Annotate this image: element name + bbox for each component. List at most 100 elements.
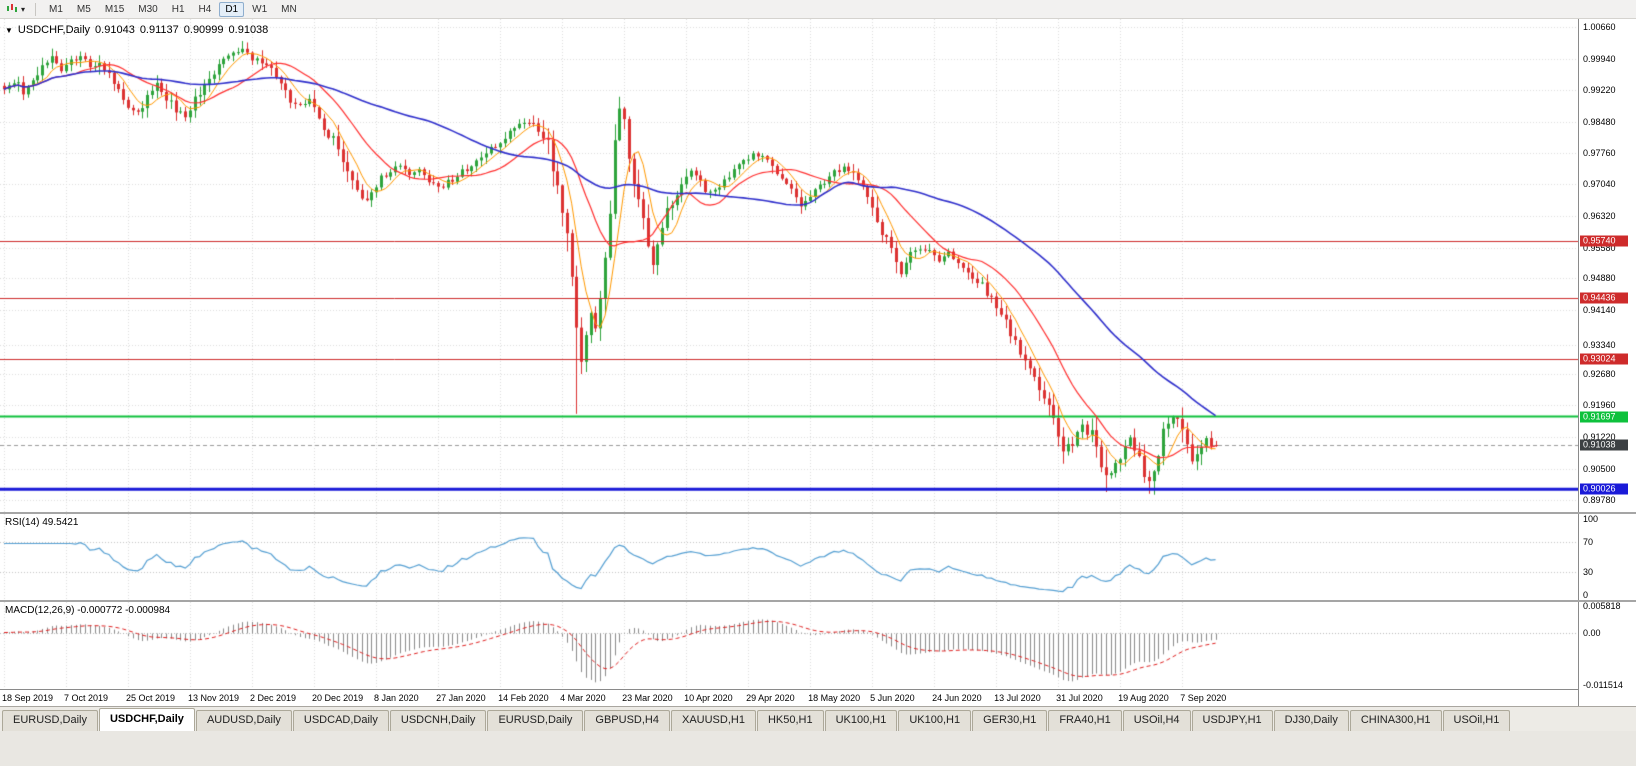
- price-chart-canvas[interactable]: [0, 19, 1578, 512]
- chart-tab-uk100-h1[interactable]: UK100,H1: [898, 710, 972, 731]
- time-axis-label: 13 Jul 2020: [994, 693, 1041, 703]
- macd-indicator-canvas[interactable]: [0, 602, 1578, 689]
- chart-tab-xauusd-h1[interactable]: XAUUSD,H1: [670, 710, 756, 731]
- time-axis-label: 24 Jun 2020: [932, 693, 982, 703]
- time-axis-label: 20 Dec 2019: [312, 693, 364, 703]
- time-axis-label: 10 Apr 2020: [684, 693, 733, 703]
- toolbar-separator: [35, 2, 37, 16]
- chart-symbol-label: USDCHF,Daily: [17, 24, 91, 36]
- rsi-indicator-label: RSI(14) 49.5421: [5, 517, 78, 528]
- chart-tab-eurusd-daily[interactable]: EURUSD,Daily: [487, 710, 584, 731]
- timeframe-button-w1[interactable]: W1: [252, 3, 268, 15]
- time-axis-label: 31 Jul 2020: [1056, 693, 1103, 703]
- ohlc-high-value: 0.91137: [139, 24, 179, 36]
- timeframe-button-m1[interactable]: M1: [49, 3, 63, 15]
- chart-tab-hk50-h1[interactable]: HK50,H1: [756, 710, 824, 731]
- chart-tab-usdchf-daily[interactable]: USDCHF,Daily: [98, 708, 195, 731]
- chart-tab-gbpusd-h4[interactable]: GBPUSD,H4: [584, 710, 670, 731]
- rsi-indicator-canvas[interactable]: [0, 514, 1578, 600]
- chart-tab-ger30-h1[interactable]: GER30,H1: [972, 710, 1048, 731]
- hline-price-label: 0.93024: [1580, 353, 1628, 365]
- timeframe-button-m5[interactable]: M5: [76, 3, 91, 15]
- rsi-axis-tick: 0: [1583, 590, 1589, 600]
- chart-tab-eurusd-daily[interactable]: EURUSD,Daily: [2, 710, 98, 731]
- one-click-trading-caret-icon[interactable]: ▼: [5, 25, 13, 35]
- timeframe-button-m15[interactable]: M15: [104, 3, 125, 15]
- ohlc-open-value: 0.91043: [95, 24, 135, 36]
- price-axis-tick: 0.91960: [1583, 400, 1616, 411]
- time-axis-label: 2 Dec 2019: [250, 693, 297, 703]
- hline-price-label: 0.90026: [1580, 483, 1628, 495]
- time-axis-label: 7 Sep 2020: [1180, 693, 1227, 703]
- price-axis-tick: 0.97040: [1583, 179, 1616, 190]
- chart-tab-usoil-h1[interactable]: USOil,H1: [1442, 710, 1511, 731]
- window-bottom-area: [0, 731, 1636, 766]
- price-axis-tick: 1.00660: [1583, 22, 1616, 33]
- timeframe-button-h4[interactable]: H4: [198, 3, 212, 15]
- rsi-axis-tick: 70: [1583, 536, 1594, 547]
- pane-splitter[interactable]: [0, 512, 1636, 514]
- price-axis-tick: 0.98480: [1583, 116, 1616, 127]
- time-axis-label: 8 Jan 2020: [374, 693, 419, 703]
- macd-indicator-label: MACD(12,26,9) -0.000772 -0.000984: [5, 605, 170, 616]
- hline-price-label: 0.91697: [1580, 411, 1628, 423]
- timeframe-button-h1[interactable]: H1: [171, 3, 185, 15]
- chart-title: ▼ USDCHF,Daily 0.91043 0.91137 0.90999 0…: [5, 24, 268, 36]
- price-axis-tick: 0.93340: [1583, 340, 1616, 351]
- timeframe-button-mn[interactable]: MN: [281, 3, 297, 15]
- chart-tab-usoil-h4[interactable]: USOil,H4: [1122, 710, 1191, 731]
- price-axis-tick: 0.97760: [1583, 148, 1616, 159]
- time-axis-label: 14 Feb 2020: [498, 693, 549, 703]
- chart-tab-audusd-daily[interactable]: AUDUSD,Daily: [195, 710, 292, 731]
- chart-tab-usdcad-daily[interactable]: USDCAD,Daily: [292, 710, 389, 731]
- time-axis-label: 7 Oct 2019: [64, 693, 109, 703]
- hline-price-label: 0.94436: [1580, 292, 1628, 304]
- timeframe-button-d1[interactable]: D1: [219, 1, 245, 17]
- price-axis-tick: 0.96320: [1583, 210, 1616, 221]
- chart-tab-usdjpy-h1[interactable]: USDJPY,H1: [1191, 710, 1273, 731]
- price-axis[interactable]: 1.00660 0.99940 0.99220 0.98480 0.97760 0.970…: [1578, 19, 1636, 706]
- rsi-axis-tick: 30: [1583, 567, 1594, 578]
- time-axis-label: 18 May 2020: [808, 693, 861, 703]
- price-axis-tick: 0.99940: [1583, 53, 1616, 64]
- macd-current-values: -0.000772 -0.000984: [77, 605, 171, 616]
- price-axis-tick: 0.92680: [1583, 368, 1616, 379]
- time-axis-label: 29 Apr 2020: [746, 693, 795, 703]
- toolbar-caret-down-icon[interactable]: ▾: [21, 4, 26, 14]
- price-axis-tick: 0.94140: [1583, 305, 1616, 316]
- time-axis-label: 19 Aug 2020: [1118, 693, 1169, 703]
- top-toolbar: ▾ M1 M5 M15 M30 H1 H4 D1 W1 MN: [0, 0, 1636, 19]
- timeframe-button-group: M1 M5 M15 M30 H1 H4 D1 W1 MN: [42, 1, 304, 17]
- price-axis-tick: 0.89780: [1583, 494, 1616, 505]
- chart-tab-fra40-h1[interactable]: FRA40,H1: [1048, 710, 1122, 731]
- time-axis-label: 4 Mar 2020: [560, 693, 606, 703]
- price-axis-tick: 0.95580: [1583, 242, 1616, 253]
- chart-tab-china300-h1[interactable]: CHINA300,H1: [1349, 710, 1442, 731]
- price-axis-tick: 0.94880: [1583, 273, 1616, 284]
- candlestick-chart-icon: [7, 4, 17, 12]
- chart-window-icon[interactable]: [4, 2, 20, 17]
- chart-tab-uk100-h1[interactable]: UK100,H1: [824, 710, 898, 731]
- time-axis-label: 18 Sep 2019: [2, 693, 54, 703]
- time-axis-label: 13 Nov 2019: [188, 693, 240, 703]
- chart-tab-bar: EURUSD,Daily USDCHF,Daily AUDUSD,Daily USDC…: [0, 706, 1636, 731]
- rsi-title: RSI(14): [5, 517, 40, 528]
- time-axis[interactable]: 18 Sep 2019 7 Oct 2019 25 Oct 2019 13 Nov 2…: [0, 689, 1578, 706]
- ohlc-close-value: 0.91038: [228, 24, 269, 36]
- time-axis-label: 5 Jun 2020: [870, 693, 915, 703]
- price-axis-tick: 0.91220: [1583, 432, 1616, 443]
- price-axis-tick: 0.90500: [1583, 463, 1616, 474]
- pane-splitter[interactable]: [0, 600, 1636, 602]
- ohlc-low-value: 0.90999: [183, 24, 224, 36]
- rsi-axis-tick: 100: [1583, 514, 1599, 524]
- time-axis-label: 23 Mar 2020: [622, 693, 673, 703]
- time-axis-label: 27 Jan 2020: [436, 693, 486, 703]
- hline-price-label: 0.95740: [1580, 235, 1628, 247]
- rsi-current-value: 49.5421: [42, 517, 79, 528]
- current-price-label: 0.91038: [1580, 439, 1628, 451]
- chart-tab-usdcnh-daily[interactable]: USDCNH,Daily: [389, 710, 487, 731]
- macd-axis-tick: 0.005818: [1583, 601, 1621, 611]
- timeframe-button-m30[interactable]: M30: [138, 3, 158, 15]
- chart-tab-dj30-daily[interactable]: DJ30,Daily: [1273, 710, 1349, 731]
